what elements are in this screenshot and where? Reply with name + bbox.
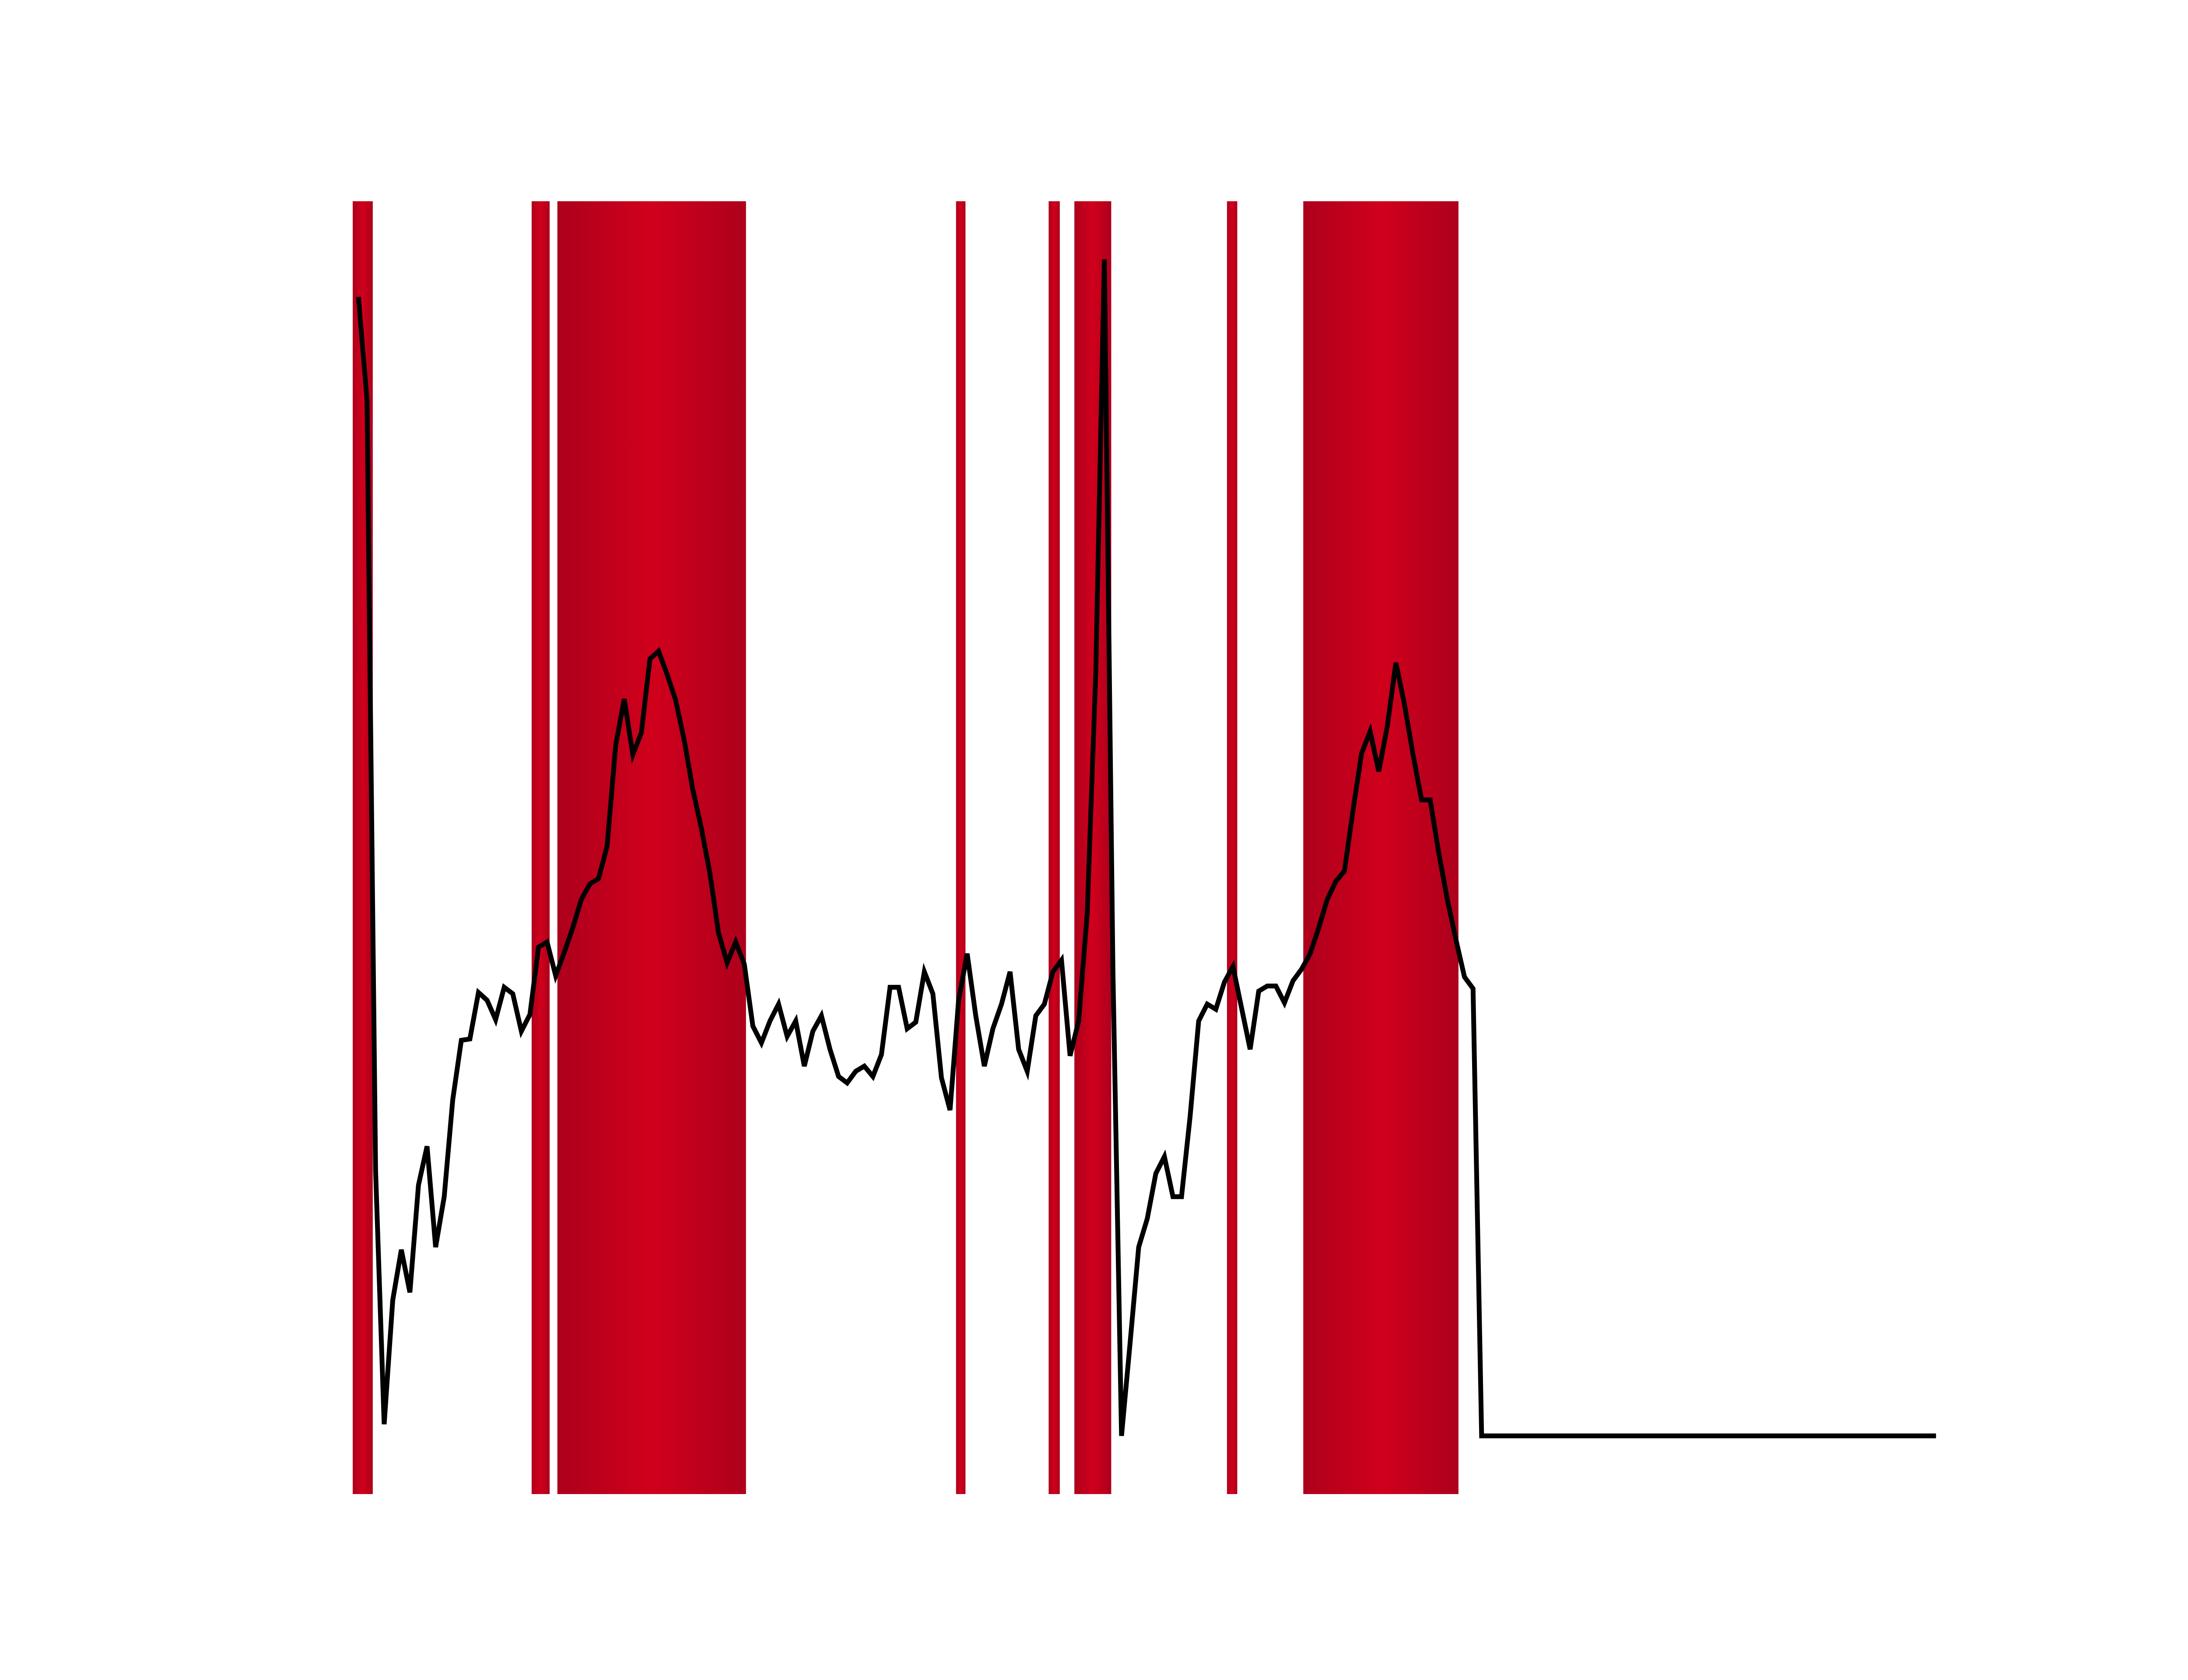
highlight-span [1048,201,1060,1494]
highlight-span [557,201,746,1494]
highlight-span [956,201,966,1494]
highlight-span [1303,201,1459,1494]
data-line [356,259,1936,1438]
highlight-span [531,201,550,1494]
highlight-span [1227,201,1238,1494]
spans [353,201,1459,1494]
lines [356,259,1936,1438]
